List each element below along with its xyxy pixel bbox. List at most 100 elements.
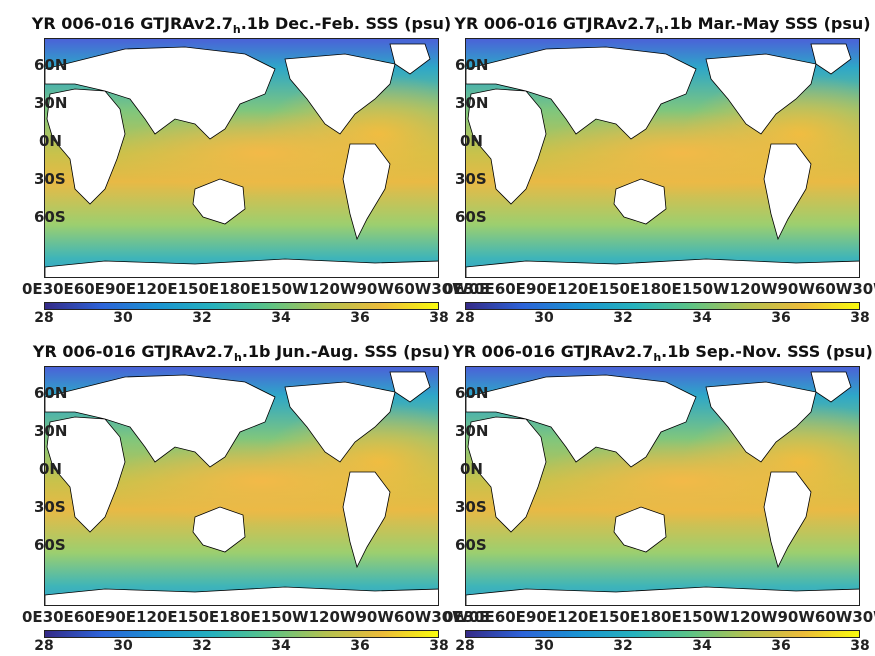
land-mask xyxy=(45,371,438,605)
lat-label: 60S xyxy=(455,536,487,554)
sss-map xyxy=(44,38,439,278)
lon-label: 150E xyxy=(177,608,220,626)
colorbar-tick: 28 xyxy=(455,638,475,654)
lon-label: 150E xyxy=(177,280,220,298)
colorbar-tick: 34 xyxy=(271,638,291,654)
colorbar-tick: 34 xyxy=(271,310,291,326)
lon-label: 90W xyxy=(356,280,394,298)
lon-label: 120W xyxy=(729,608,778,626)
lon-label: 60E xyxy=(494,608,526,626)
colorbar-tick: 38 xyxy=(429,310,449,326)
title-post: .1b Jun.-Aug. SSS (psu) xyxy=(241,342,451,361)
title-pre: YR 006-016 GTJRAv2.7 xyxy=(452,342,654,361)
colorbar-tick: 38 xyxy=(429,638,449,654)
colorbar-tick: 28 xyxy=(455,310,475,326)
lat-label: 0N xyxy=(39,132,62,150)
lon-axis: 0E30E60E90E120E150E180E150W120W90W60W30W… xyxy=(443,280,875,298)
colorbar-tick: 32 xyxy=(613,638,633,654)
lat-label: 60N xyxy=(34,56,68,74)
panel-title: YR 006-016 GTJRAv2.7h.1b Jun.-Aug. SSS (… xyxy=(0,342,499,364)
lon-label: 90E xyxy=(104,608,137,626)
title-pre: YR 006-016 GTJRAv2.7 xyxy=(454,14,656,33)
title-sub: h xyxy=(653,351,662,365)
lon-label: 90E xyxy=(525,280,558,298)
colorbar-tick: 32 xyxy=(192,310,212,326)
lat-label: 0N xyxy=(39,460,62,478)
colorbar-tick: 36 xyxy=(771,638,791,654)
title-sub: h xyxy=(232,23,241,37)
lat-label: 60N xyxy=(34,384,68,402)
colorbar-tick: 38 xyxy=(850,310,870,326)
colorbar-tick: 30 xyxy=(113,638,133,654)
colorbar-tick: 36 xyxy=(350,638,370,654)
lon-label: 60E xyxy=(494,280,526,298)
panel-title: YR 006-016 GTJRAv2.7h.1b Dec.-Feb. SSS (… xyxy=(0,14,499,36)
panel-title: YR 006-016 GTJRAv2.7h.1b Sep.-Nov. SSS (… xyxy=(405,342,875,364)
colorbar xyxy=(44,630,439,638)
title-post: .1b Dec.-Feb. SSS (psu) xyxy=(240,14,452,33)
land-mask xyxy=(45,43,438,277)
lon-label: 150W xyxy=(681,608,730,626)
lon-label: 120E xyxy=(557,608,599,626)
lat-label: 30N xyxy=(34,94,68,112)
colorbar-tick: 30 xyxy=(534,310,554,326)
lon-label: 120E xyxy=(136,608,178,626)
lat-label: 30S xyxy=(455,170,487,188)
colorbar-tick: 34 xyxy=(692,638,712,654)
lat-label: 30S xyxy=(34,498,66,516)
title-sub: h xyxy=(655,23,664,37)
lon-label: 60W xyxy=(393,608,432,626)
lon-label: 90E xyxy=(525,608,558,626)
lat-label: 30N xyxy=(455,94,489,112)
lat-label: 60S xyxy=(455,208,487,226)
lon-label: 0E xyxy=(22,608,43,626)
lon-label: 30E xyxy=(463,280,495,298)
lon-label: 180E xyxy=(640,608,682,626)
colorbar-tick: 30 xyxy=(534,638,554,654)
colorbar-tick: 34 xyxy=(692,310,712,326)
lon-label: 30E xyxy=(42,280,74,298)
lon-label: 90W xyxy=(356,608,394,626)
lon-label: 30W xyxy=(431,608,469,626)
lon-label: 60W xyxy=(814,608,853,626)
colorbar xyxy=(44,302,439,310)
lon-label: 30W xyxy=(852,280,875,298)
lon-label: 30W xyxy=(431,280,469,298)
lat-label: 60N xyxy=(455,56,489,74)
lat-label: 60S xyxy=(34,536,66,554)
land-mask xyxy=(466,43,859,277)
lon-label: 150E xyxy=(598,280,641,298)
lat-label: 60N xyxy=(455,384,489,402)
lat-label: 60S xyxy=(34,208,66,226)
colorbar xyxy=(465,630,860,638)
lon-label: 0E xyxy=(443,608,464,626)
lat-label: 0N xyxy=(460,460,483,478)
colorbar-tick: 32 xyxy=(192,638,212,654)
lon-label: 120W xyxy=(308,608,357,626)
lon-label: 90E xyxy=(104,280,137,298)
lon-label: 90W xyxy=(777,280,815,298)
colorbar-tick: 30 xyxy=(113,310,133,326)
colorbar xyxy=(465,302,860,310)
colorbar-tick: 28 xyxy=(34,638,54,654)
title-pre: YR 006-016 GTJRAv2.7 xyxy=(31,14,233,33)
lat-label: 30N xyxy=(455,422,489,440)
title-post: .1b Mar.-May SSS (psu) xyxy=(663,14,871,33)
lat-label: 0N xyxy=(460,132,483,150)
lon-label: 150W xyxy=(260,280,309,298)
lon-label: 150W xyxy=(681,280,730,298)
lon-label: 120E xyxy=(136,280,178,298)
lon-label: 60E xyxy=(73,280,105,298)
lon-label: 150W xyxy=(260,608,309,626)
lon-label: 30E xyxy=(42,608,74,626)
lon-label: 60W xyxy=(814,280,853,298)
lon-label: 180E xyxy=(219,280,261,298)
lon-label: 180E xyxy=(219,608,261,626)
lon-label: 150E xyxy=(598,608,641,626)
lon-label: 120W xyxy=(308,280,357,298)
lat-label: 30S xyxy=(34,170,66,188)
lon-label: 120E xyxy=(557,280,599,298)
title-sub: h xyxy=(234,351,242,365)
